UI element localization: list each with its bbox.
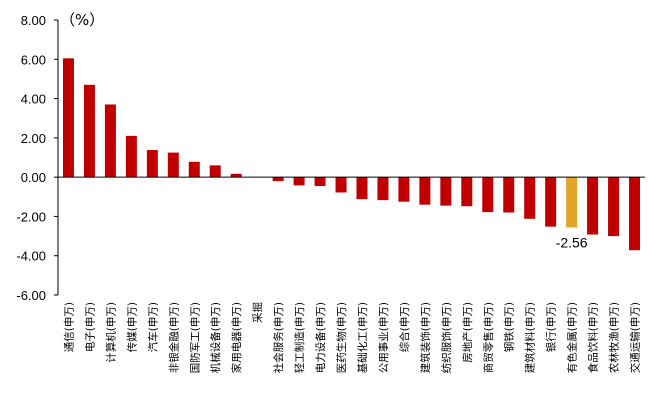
category-label: 综合(申万): [398, 302, 411, 352]
bar: [209, 165, 221, 178]
category-label: 食品饮料(申万): [587, 302, 600, 373]
category-label: 电力设备(申万): [314, 302, 327, 373]
category-label: 非银金融(申万): [167, 302, 180, 373]
category-label: 医药生物(申万): [335, 302, 348, 373]
bar: [503, 177, 515, 213]
category-label: 轻工制造(申万): [293, 302, 306, 373]
bar: [272, 177, 284, 182]
bar: [398, 177, 410, 202]
bar: [104, 104, 116, 178]
y-tick-label: 8.00: [21, 13, 46, 28]
y-tick-label: 4.00: [21, 92, 46, 107]
category-label: 有色金属(申万): [566, 302, 579, 373]
bar: [230, 173, 242, 178]
bar: [524, 177, 536, 219]
bar: [335, 177, 347, 193]
category-label: 计算机(申万): [104, 302, 117, 363]
bar: [125, 135, 137, 178]
category-labels: 通信(申万) 电子(申万) 计算机(申万) 传媒(申万) 汽车(申万) 非银金融(申万) 国…: [62, 302, 641, 373]
category-label: 传媒(申万): [125, 302, 138, 352]
bar: [461, 177, 473, 207]
category-label: 交通运输(申万): [629, 302, 642, 373]
category-label: 商贸零售(申万): [482, 302, 495, 373]
bar: [419, 177, 431, 205]
unit-label: （%）: [60, 11, 104, 29]
category-label: 采掘: [251, 302, 264, 323]
category-label: 建筑材料(申万): [524, 302, 537, 373]
y-tick-label: -2.00: [16, 209, 46, 224]
y-tick-label: 2.00: [21, 131, 46, 146]
bar: [83, 84, 95, 178]
category-label: 通信(申万): [62, 302, 75, 352]
category-label: 公用事业(申万): [377, 302, 390, 373]
bar: [608, 177, 620, 237]
bar: [188, 161, 200, 178]
category-label: 建筑装饰(申万): [419, 302, 432, 373]
bar: [62, 58, 74, 178]
bars: [62, 58, 641, 251]
category-label: 基础化工(申万): [356, 302, 369, 373]
bar: [293, 177, 305, 186]
y-tick-label: -6.00: [16, 288, 46, 303]
category-label: 纺织服饰(申万): [440, 302, 453, 373]
y-tick-label: 6.00: [21, 52, 46, 67]
category-label: 钢铁(申万): [503, 302, 516, 352]
y-tick-label: 0.00: [21, 170, 46, 185]
bar: [629, 177, 641, 251]
bar: [440, 177, 452, 206]
category-label: 电子(申万): [83, 302, 96, 352]
y-axis-ticks: 8.00 6.00 4.00 2.00 0.00 -2.00 -4.00 -6.00: [16, 13, 58, 303]
bar: [566, 177, 578, 228]
highlight-value-label: -2.56: [556, 234, 588, 250]
bar: [377, 177, 389, 201]
bar: [167, 152, 179, 178]
category-label: 国防军工(申万): [188, 302, 201, 373]
category-label: 社会服务(申万): [272, 302, 285, 373]
bar: [482, 177, 494, 213]
bar: [146, 150, 158, 178]
y-tick-label: -4.00: [16, 249, 46, 264]
category-label: 农林牧渔(申万): [608, 302, 621, 373]
category-label: 银行(申万): [545, 302, 558, 352]
category-label: 机械设备(申万): [209, 302, 222, 373]
bar: [314, 177, 326, 186]
bar: [545, 177, 557, 227]
category-label: 汽车(申万): [146, 302, 159, 352]
bar: [587, 177, 599, 235]
bar: [356, 177, 368, 200]
category-label: 房地产(申万): [461, 302, 474, 363]
category-label: 家用电器(申万): [230, 302, 243, 373]
